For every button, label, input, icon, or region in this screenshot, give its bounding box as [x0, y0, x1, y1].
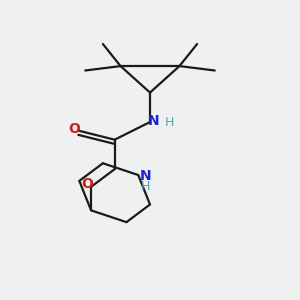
Text: H: H	[164, 116, 174, 129]
Text: N: N	[140, 169, 152, 184]
Text: O: O	[81, 177, 93, 191]
Text: H: H	[141, 180, 150, 193]
Text: N: N	[148, 114, 159, 128]
Text: O: O	[68, 122, 80, 136]
